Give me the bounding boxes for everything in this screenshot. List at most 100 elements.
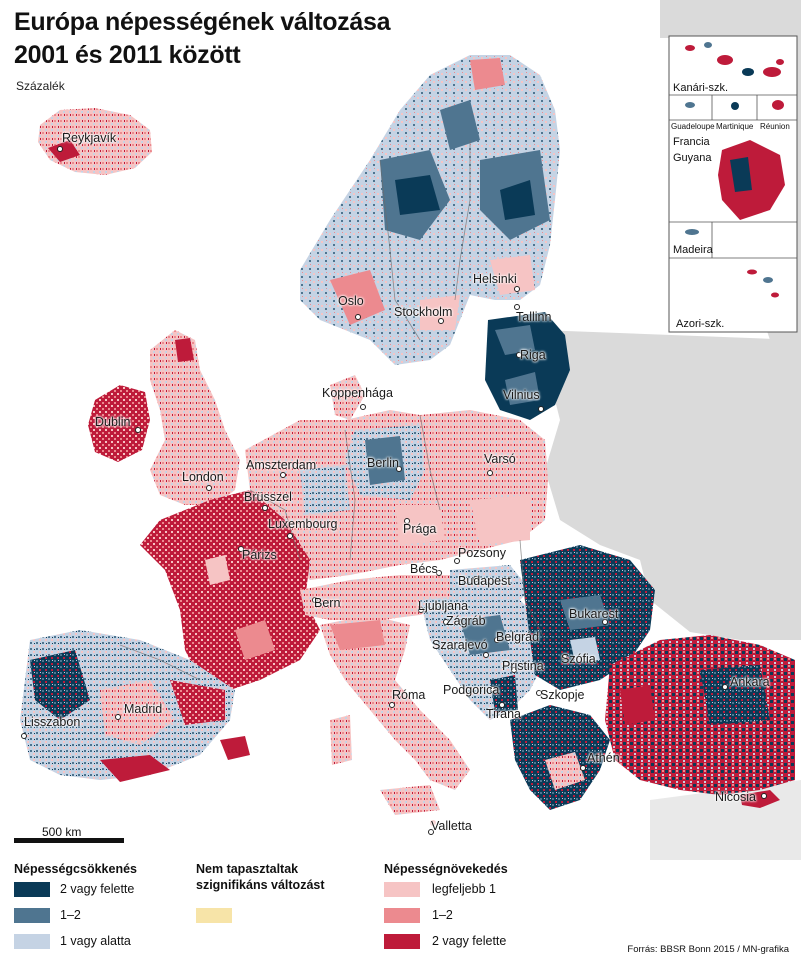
city-label-luxembourg: Luxembourg — [268, 517, 338, 531]
city-label-belgrad: Belgrád — [496, 630, 540, 644]
inset-label-canary: Kanári-szk. — [673, 82, 729, 94]
city-dot — [389, 702, 395, 708]
title-line-2: 2001 és 2011 között — [14, 41, 241, 69]
city-dot — [580, 765, 586, 771]
city-dot — [262, 505, 268, 511]
city-dot — [487, 470, 493, 476]
france-region — [140, 490, 320, 690]
city-label-tallinn: Tallinn — [516, 310, 552, 324]
legend-label-inc-mid: 1–2 — [432, 908, 453, 922]
inset-label-guyana-2: Guyana — [673, 152, 712, 164]
city-label-stockholm: Stockholm — [394, 305, 453, 319]
ireland-region — [88, 385, 150, 462]
city-dot — [516, 352, 522, 358]
city-dot — [561, 654, 567, 660]
city-dot — [135, 427, 141, 433]
legend-swatch-dec-weak — [14, 934, 50, 949]
city-dot — [602, 619, 608, 625]
city-dot — [418, 607, 424, 613]
britain-region — [150, 330, 240, 505]
city-label-bukarest: Bukarest — [569, 607, 619, 621]
scale-bar — [14, 838, 124, 845]
city-dot — [396, 466, 402, 472]
city-label-ankara: Ankara — [730, 675, 770, 689]
city-dot — [499, 702, 505, 708]
city-dot — [312, 597, 318, 603]
city-label-helsinki: Helsinki — [473, 272, 517, 286]
city-label-roma: Róma — [392, 688, 426, 702]
inset-label-guyana-1: Francia — [673, 136, 710, 148]
city-label-nicosia: Nicosia — [715, 790, 756, 804]
city-label-podgorica: Podgorica — [443, 683, 500, 697]
city-label-parizs: Párizs — [242, 548, 277, 562]
city-dot — [514, 304, 520, 310]
city-label-bern: Bern — [314, 596, 341, 610]
city-label-reykjavik: Reykjavík — [62, 131, 117, 145]
italy-region — [320, 615, 470, 790]
city-label-athen: Athén — [587, 751, 620, 765]
source-note: Forrás: BBSR Bonn 2015 / MN-grafika — [627, 944, 789, 955]
legend-label-dec-mid: 1–2 — [60, 908, 81, 922]
city-dot — [538, 406, 544, 412]
city-dot — [490, 686, 496, 692]
city-label-oslo: Oslo — [338, 294, 364, 308]
city-dot — [454, 558, 460, 564]
city-dot — [428, 829, 434, 835]
city-label-szofia: Szófia — [561, 652, 596, 666]
city-dot — [443, 619, 449, 625]
city-dot — [115, 714, 121, 720]
city-label-pozsony: Pozsony — [458, 546, 506, 560]
legend-swatch-inc-mid — [384, 908, 420, 923]
city-label-madrid: Madrid — [124, 702, 163, 716]
city-dot — [360, 404, 366, 410]
city-label-praga: Prága — [403, 522, 437, 536]
city-dot — [536, 690, 542, 696]
city-dot — [436, 570, 442, 576]
city-dot — [514, 286, 520, 292]
city-label-szkopje: Szkopje — [540, 688, 585, 702]
city-label-riga: Riga — [520, 348, 546, 362]
denmark-region — [330, 375, 365, 420]
city-dot — [438, 318, 444, 324]
legend-label-inc-weak: legfeljebb 1 — [432, 882, 496, 896]
city-dot — [287, 533, 293, 539]
overseas-inset — [668, 35, 798, 333]
city-dot — [57, 146, 63, 152]
city-dot — [280, 472, 286, 478]
city-label-pristina: Pristina — [502, 659, 544, 673]
city-label-szarajevo: Szarajevó — [432, 638, 488, 652]
city-label-berlin: Berlin — [367, 456, 399, 470]
inset-label-azores: Azori-szk. — [676, 318, 725, 330]
legend-swatch-dec-mid — [14, 908, 50, 923]
city-dot — [206, 485, 212, 491]
legend-nochange-title-1: Nem tapasztaltak — [196, 862, 299, 876]
city-dot — [404, 518, 410, 524]
city-label-zagrab: Zágráb — [446, 614, 486, 628]
city-dot — [722, 684, 728, 690]
city-dot — [355, 314, 361, 320]
city-label-varso: Varsó — [484, 452, 516, 466]
scale-label: 500 km — [42, 825, 82, 839]
city-dot — [494, 637, 500, 643]
legend-swatch-inc-weak — [384, 882, 420, 897]
city-label-brusszel: Brüsszel — [244, 490, 292, 504]
legend-increase-title: Népességnövekedés — [384, 862, 508, 876]
inset-label-martinique: Martinique — [716, 122, 754, 131]
city-label-dublin: Dublin — [95, 415, 131, 429]
city-label-tirana: Tirana — [486, 707, 521, 721]
inset-label-reunion: Réunion — [760, 122, 790, 131]
city-label-valletta: Valletta — [431, 819, 472, 833]
inset-label-guadeloupe: Guadeloupe — [671, 122, 715, 131]
legend-swatch-inc-strong — [384, 934, 420, 949]
city-label-becs: Bécs — [410, 562, 438, 576]
city-dot — [238, 546, 244, 552]
legend-nochange-title-2: szignifikáns változást — [196, 878, 325, 892]
city-dot — [761, 793, 767, 799]
legend-label-dec-strong: 2 vagy felette — [60, 882, 135, 896]
city-dot — [483, 652, 489, 658]
city-dot — [511, 667, 517, 673]
hungary-region — [450, 565, 530, 610]
title-line-1: Európa népességének változása — [14, 8, 391, 36]
